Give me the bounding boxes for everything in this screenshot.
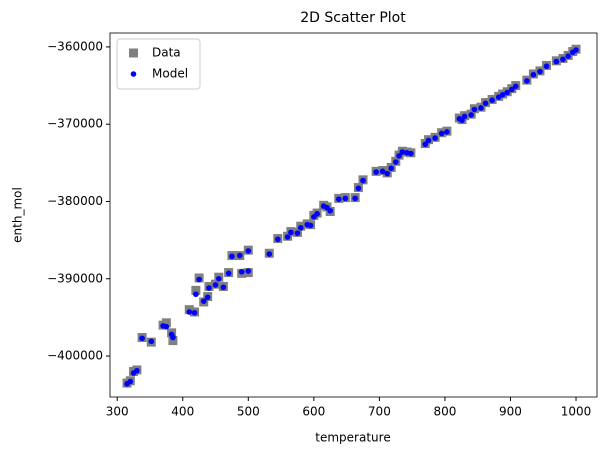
data-point [238,269,245,275]
data-point [553,58,560,65]
data-point [396,153,402,159]
data-point [193,291,199,298]
data-point [489,97,495,104]
data-point [204,294,211,301]
data-point [245,248,252,254]
data-point [288,229,294,236]
data-point [512,83,519,90]
y-tick-label: −390000 [47,271,103,285]
legend-marker [129,48,138,58]
x-tick-label: 500 [237,405,260,419]
plot-frame [109,32,598,398]
data-point [360,177,366,184]
x-axis-label: temperature [315,431,390,445]
data-point [206,285,212,291]
data-point [355,185,362,192]
data-point [408,150,414,157]
data-point [127,378,134,385]
x-tick-label: 900 [499,405,522,419]
y-tick-label: −370000 [47,117,103,131]
data-point [191,309,198,316]
data-point [225,270,232,277]
x-tick-label: 600 [302,405,325,419]
data-point [342,195,349,202]
data-point [573,47,579,53]
data-point [468,112,474,118]
data-point [168,336,178,346]
chart-title: 2D Scatter Plot [300,10,406,26]
data-point [560,56,566,63]
data-point [148,338,155,345]
data-point [392,159,399,165]
x-tick-label: 700 [368,405,391,419]
data-point [161,318,171,328]
data-point [186,309,193,315]
legend-label: Model [152,67,188,81]
data-point [191,285,201,295]
data-point [307,222,314,229]
y-tick-label: −400000 [47,349,103,363]
data-point [478,105,484,111]
data-point [284,234,291,240]
data-point [422,141,429,148]
data-point [461,113,468,120]
data-point [220,284,227,291]
x-tick-label: 400 [171,405,194,419]
data-point [565,53,571,59]
data-point [266,251,273,257]
data-point [297,224,304,231]
data-point [425,137,432,144]
y-tick-label: −360000 [47,39,103,53]
data-point [170,334,176,341]
legend-label: Data [152,46,181,60]
data-point [530,71,537,78]
data-point [245,268,252,274]
data-point [537,68,543,75]
data-point [229,253,235,260]
data-point [482,100,489,107]
data-point [200,298,207,304]
x-tick-label: 800 [433,405,456,419]
data-point [274,236,281,243]
data-point [524,78,530,84]
data-point [352,195,358,202]
data-point [134,367,140,374]
data-point [163,323,170,330]
data-point [504,89,511,96]
data-point [388,165,394,172]
data-point [216,275,222,282]
data-point [335,196,342,202]
data-point [471,106,478,113]
data-point [384,170,391,177]
data-point [438,130,445,137]
y-axis-label: enth_mol [11,187,25,243]
data-point [499,92,506,98]
y-tick-label: −380000 [47,194,103,208]
data-point [444,129,450,135]
x-tick-label: 1000 [561,405,592,419]
data-point [314,211,320,217]
data-point [543,63,550,70]
data-point [236,252,243,259]
data-point [294,230,301,236]
data-point [196,276,202,283]
data-point [212,282,219,288]
data-point [399,149,406,155]
data-point [373,169,379,175]
data-point [139,335,145,342]
data-point [508,86,515,93]
data-point [432,135,438,141]
data-point [327,207,334,214]
data-point [379,168,386,175]
x-tick-label: 300 [106,405,129,419]
legend-marker [130,71,137,77]
